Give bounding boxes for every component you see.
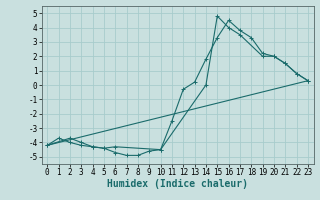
X-axis label: Humidex (Indice chaleur): Humidex (Indice chaleur)	[107, 179, 248, 189]
